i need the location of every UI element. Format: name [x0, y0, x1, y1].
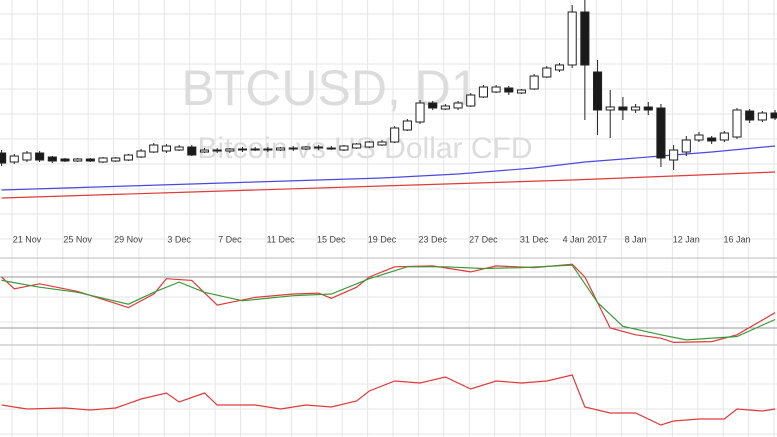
- candle-body: [212, 149, 222, 152]
- candle-body: [199, 149, 210, 153]
- x-tick-label: 8 Jan: [625, 234, 647, 244]
- candle-body: [225, 148, 235, 152]
- candle-body: [757, 112, 767, 121]
- candle-body: [453, 102, 463, 109]
- candle-body: [161, 145, 171, 152]
- candle-body: [288, 147, 298, 150]
- candle-body: [250, 148, 260, 151]
- candle-body: [73, 158, 83, 162]
- candle-body: [745, 110, 755, 121]
- candle-body: [22, 152, 32, 161]
- candle-body: [9, 155, 19, 163]
- x-tick-label: 31 Dec: [520, 234, 549, 244]
- watermark-subtitle: Bitcoin vs US Dollar CFD: [197, 132, 532, 165]
- candle-body: [364, 141, 374, 148]
- candle-body: [491, 86, 501, 93]
- candle-body: [669, 149, 679, 161]
- candle-body: [377, 141, 387, 146]
- candle-body: [47, 156, 57, 162]
- candle-body: [440, 105, 450, 110]
- x-tick-label: 21 Nov: [13, 234, 42, 244]
- x-tick-label: 25 Nov: [63, 234, 92, 244]
- x-tick-label: 29 Nov: [114, 234, 143, 244]
- x-tick-label: 15 Dec: [317, 234, 346, 244]
- candle-body: [466, 94, 476, 107]
- indicator-line: [1, 263, 776, 344]
- candle-body: [732, 109, 742, 138]
- candle-body: [301, 146, 311, 150]
- candle-body: [656, 107, 666, 159]
- x-tick-label: 16 Jan: [724, 234, 751, 244]
- candle-body: [237, 148, 248, 151]
- candle-body: [631, 106, 641, 111]
- candle-body: [707, 137, 717, 142]
- candle-body: [529, 75, 539, 90]
- candle-body: [605, 106, 615, 111]
- x-tick-label: 19 Dec: [368, 234, 397, 244]
- indicator-line: [1, 374, 776, 426]
- candle-body: [516, 89, 527, 94]
- candle-body: [681, 139, 691, 153]
- candle-body: [390, 127, 400, 143]
- candle-body: [770, 112, 777, 119]
- indicator-line: [1, 264, 776, 341]
- x-tick-label: 12 Jan: [673, 234, 700, 244]
- candle-body: [618, 106, 628, 111]
- candle-body: [542, 67, 552, 78]
- x-tick-label: 7 Dec: [218, 234, 242, 244]
- candle-body: [643, 106, 653, 111]
- candle-body: [592, 71, 603, 111]
- candle-body: [554, 64, 565, 71]
- candle-body: [694, 134, 704, 141]
- candle-body: [98, 157, 108, 163]
- candle-body: [567, 11, 577, 66]
- x-tick-label: 27 Dec: [469, 234, 498, 244]
- candle-body: [428, 102, 438, 109]
- candle-body: [402, 120, 412, 131]
- x-tick-label: 4 Jan 2017: [563, 234, 608, 244]
- candle-body: [719, 132, 729, 141]
- candle-body: [263, 148, 273, 151]
- candle-body: [60, 158, 70, 162]
- candle-body: [123, 154, 133, 161]
- moving-average: [1, 171, 776, 199]
- candle-body: [352, 143, 362, 149]
- candle-body: [504, 87, 514, 93]
- candle-body: [187, 146, 197, 156]
- candle-body: [580, 11, 590, 66]
- candle-body: [478, 86, 488, 98]
- candle-body: [136, 150, 146, 158]
- candle-body: [149, 144, 159, 153]
- x-tick-label: 3 Dec: [167, 234, 191, 244]
- x-tick-label: 11 Dec: [267, 234, 295, 244]
- candle-body: [35, 152, 45, 161]
- candle-body: [339, 145, 349, 151]
- candle-body: [326, 147, 336, 150]
- candle-body: [111, 157, 121, 162]
- candle-body: [275, 147, 286, 151]
- candle-body: [174, 146, 184, 151]
- candle-body: [85, 158, 95, 162]
- x-tick-label: 23 Dec: [418, 234, 447, 244]
- candle-body: [0, 152, 7, 164]
- candle-body: [314, 146, 324, 149]
- candle-body: [415, 102, 425, 123]
